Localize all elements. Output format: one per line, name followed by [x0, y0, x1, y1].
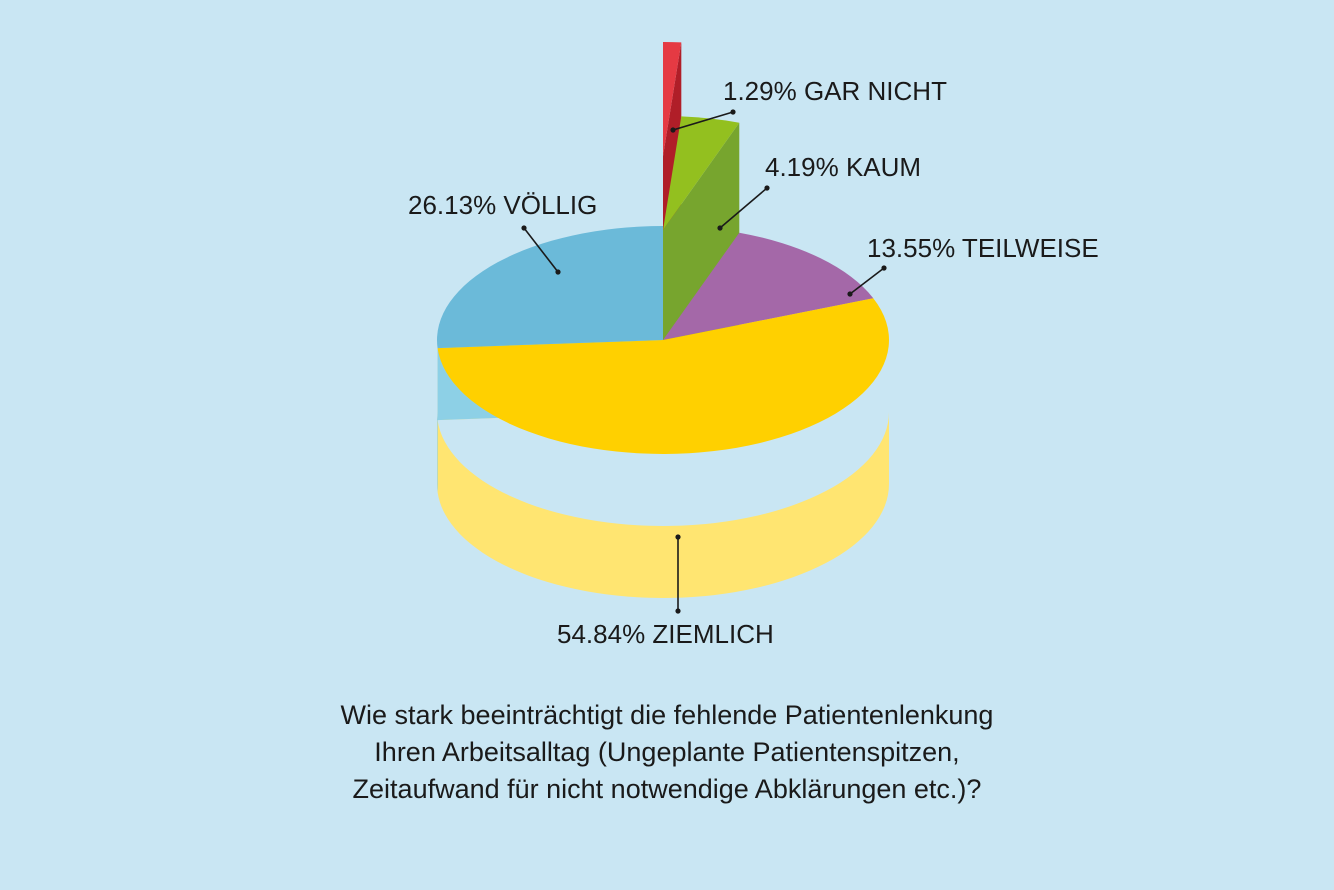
leader-dot	[675, 534, 681, 540]
leader-dot	[847, 291, 853, 297]
pie-side-ziemlich	[437, 412, 889, 598]
caption-line-3: Zeitaufwand für nicht notwendige Abkläru…	[352, 774, 982, 804]
pie-slice-kaum	[663, 116, 740, 230]
pie-slice-völlig	[437, 226, 663, 349]
leader-dot	[717, 225, 723, 231]
slice-label-ziemlich: 54.84% ZIEMLICH	[557, 619, 774, 649]
leader-line	[672, 111, 734, 131]
caption-line-2: Ihren Arbeitsalltag (Ungeplante Patiente…	[374, 737, 960, 767]
pie-side-völlig	[437, 412, 438, 493]
caption-line-1: Wie stark beeinträchtigt die fehlende Pa…	[340, 700, 994, 730]
leader-line	[719, 187, 768, 229]
slice-label-gar-nicht: 1.29% GAR NICHT	[723, 76, 947, 106]
leader-line	[849, 267, 885, 295]
leader-dot	[881, 265, 887, 271]
leader-dot	[555, 269, 561, 275]
pie-slice-gar-nicht	[663, 42, 682, 156]
slice-label-völlig: 26.13% VÖLLIG	[408, 190, 597, 220]
leader-line	[523, 227, 559, 273]
pie-slice-ziemlich	[437, 298, 889, 454]
leader-dot	[670, 127, 676, 133]
slice-label-teilweise: 13.55% TEILWEISE	[867, 233, 1099, 263]
leader-dot	[764, 185, 770, 191]
slice-label-kaum: 4.19% KAUM	[765, 152, 921, 182]
leader-dot	[675, 608, 681, 614]
chart-caption: Wie stark beeinträchtigt die fehlende Pa…	[167, 697, 1167, 808]
leader-dot	[730, 109, 736, 115]
pie-slice-teilweise	[663, 232, 874, 340]
leader-dot	[521, 225, 527, 231]
